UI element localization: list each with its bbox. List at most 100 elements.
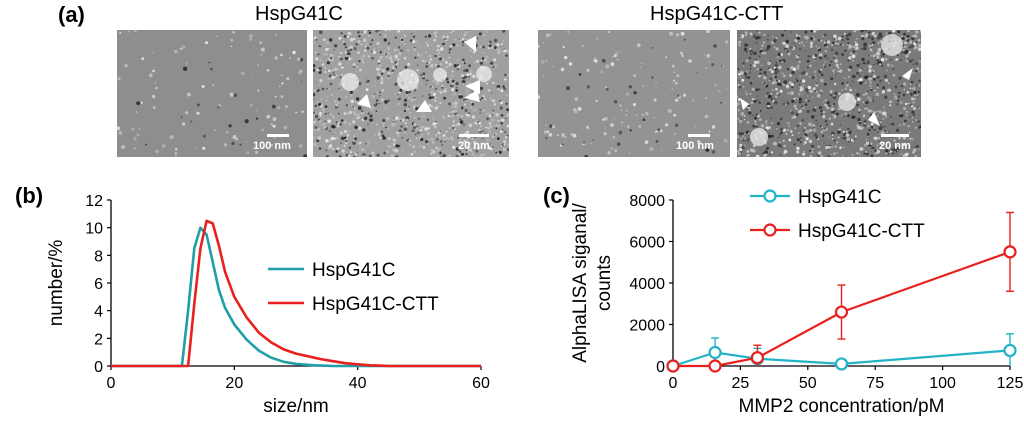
texture-dot — [133, 147, 136, 150]
texture-dot — [280, 95, 284, 99]
texture-dot — [751, 87, 755, 92]
texture-dot — [358, 106, 362, 110]
texture-dot — [815, 119, 818, 122]
texture-dot — [883, 74, 888, 78]
texture-dot — [777, 71, 780, 73]
texture-dot — [318, 66, 322, 71]
texture-dot — [866, 90, 869, 93]
texture-dot — [360, 32, 364, 36]
texture-dot — [136, 101, 140, 106]
texture-dot — [175, 155, 177, 157]
texture-dot — [376, 42, 379, 46]
texture-dot — [353, 47, 357, 51]
texture-dot — [354, 100, 358, 103]
texture-dot — [889, 104, 892, 107]
texture-dot — [868, 54, 871, 57]
texture-dot — [438, 56, 440, 58]
texture-dot — [361, 118, 365, 122]
texture-dot — [603, 117, 608, 121]
texture-dot — [790, 82, 795, 87]
texture-dot — [359, 153, 361, 155]
texture-dot — [771, 41, 774, 45]
texture-dot — [810, 144, 815, 149]
texture-dot — [810, 37, 814, 41]
texture-dot — [486, 112, 490, 116]
texture-dot — [918, 59, 921, 63]
texture-dot — [738, 85, 742, 89]
texture-dot — [705, 67, 707, 69]
texture-dot — [437, 131, 441, 135]
texture-dot — [448, 62, 452, 66]
texture-dot — [837, 42, 840, 45]
texture-dot — [400, 39, 404, 42]
texture-dot — [779, 153, 782, 156]
texture-dot — [504, 73, 507, 76]
texture-dot — [876, 62, 879, 65]
texture-dot — [677, 94, 680, 97]
texture-dot — [804, 49, 806, 52]
texture-dot — [324, 71, 327, 73]
texture-dot — [786, 121, 790, 125]
texture-dot — [848, 130, 852, 135]
texture-dot — [407, 62, 411, 66]
texture-dot — [876, 58, 880, 62]
texture-dot — [833, 139, 836, 143]
texture-dot — [816, 93, 821, 98]
texture-dot — [865, 151, 867, 153]
texture-dot — [481, 153, 483, 156]
texture-dot — [915, 69, 918, 73]
texture-dot — [413, 48, 416, 51]
texture-dot — [847, 143, 849, 145]
texture-dot — [860, 67, 863, 69]
texture-dot — [803, 150, 805, 153]
texture-dot — [845, 34, 849, 38]
texture-dot — [375, 110, 378, 113]
texture-dot — [684, 146, 687, 148]
texture-dot — [861, 37, 865, 41]
texture-dot — [365, 42, 369, 45]
texture-dot — [460, 72, 463, 75]
texture-dot — [416, 69, 419, 72]
y-tick-label: 0 — [94, 359, 103, 376]
texture-dot — [766, 92, 769, 95]
texture-dot — [874, 56, 877, 59]
texture-dot — [919, 58, 921, 60]
texture-dot — [737, 102, 740, 107]
texture-dot — [758, 88, 761, 91]
texture-dot — [495, 127, 498, 130]
texture-dot — [456, 65, 460, 70]
texture-dot — [864, 30, 867, 32]
texture-dot — [741, 78, 745, 82]
texture-dot — [749, 64, 752, 67]
texture-dot — [413, 150, 416, 153]
texture-dot — [406, 139, 409, 142]
texture-dot — [804, 30, 808, 34]
texture-dot — [746, 121, 750, 125]
texture-dot — [851, 54, 856, 59]
texture-dot — [863, 42, 867, 47]
texture-dot — [865, 141, 870, 146]
texture-dot — [828, 136, 830, 138]
texture-dot — [589, 142, 592, 145]
x-tick-label: 0 — [107, 375, 116, 392]
texture-dot — [854, 41, 857, 44]
texture-dot — [856, 152, 859, 155]
texture-dot — [380, 130, 384, 134]
texture-dot — [795, 99, 798, 101]
texture-dot — [452, 120, 456, 123]
texture-dot — [472, 50, 476, 54]
texture-dot — [437, 65, 440, 68]
texture-dot — [785, 132, 788, 136]
texture-dot — [688, 59, 692, 63]
texture-dot — [848, 87, 851, 89]
texture-dot — [233, 93, 238, 97]
texture-dot — [749, 67, 752, 70]
texture-dot — [344, 46, 347, 49]
texture-dot — [373, 48, 376, 51]
texture-dot — [660, 149, 663, 152]
texture-dot — [493, 103, 497, 106]
texture-dot — [444, 38, 446, 41]
texture-dot — [323, 121, 327, 126]
texture-dot — [371, 56, 374, 60]
texture-dot — [551, 125, 555, 129]
